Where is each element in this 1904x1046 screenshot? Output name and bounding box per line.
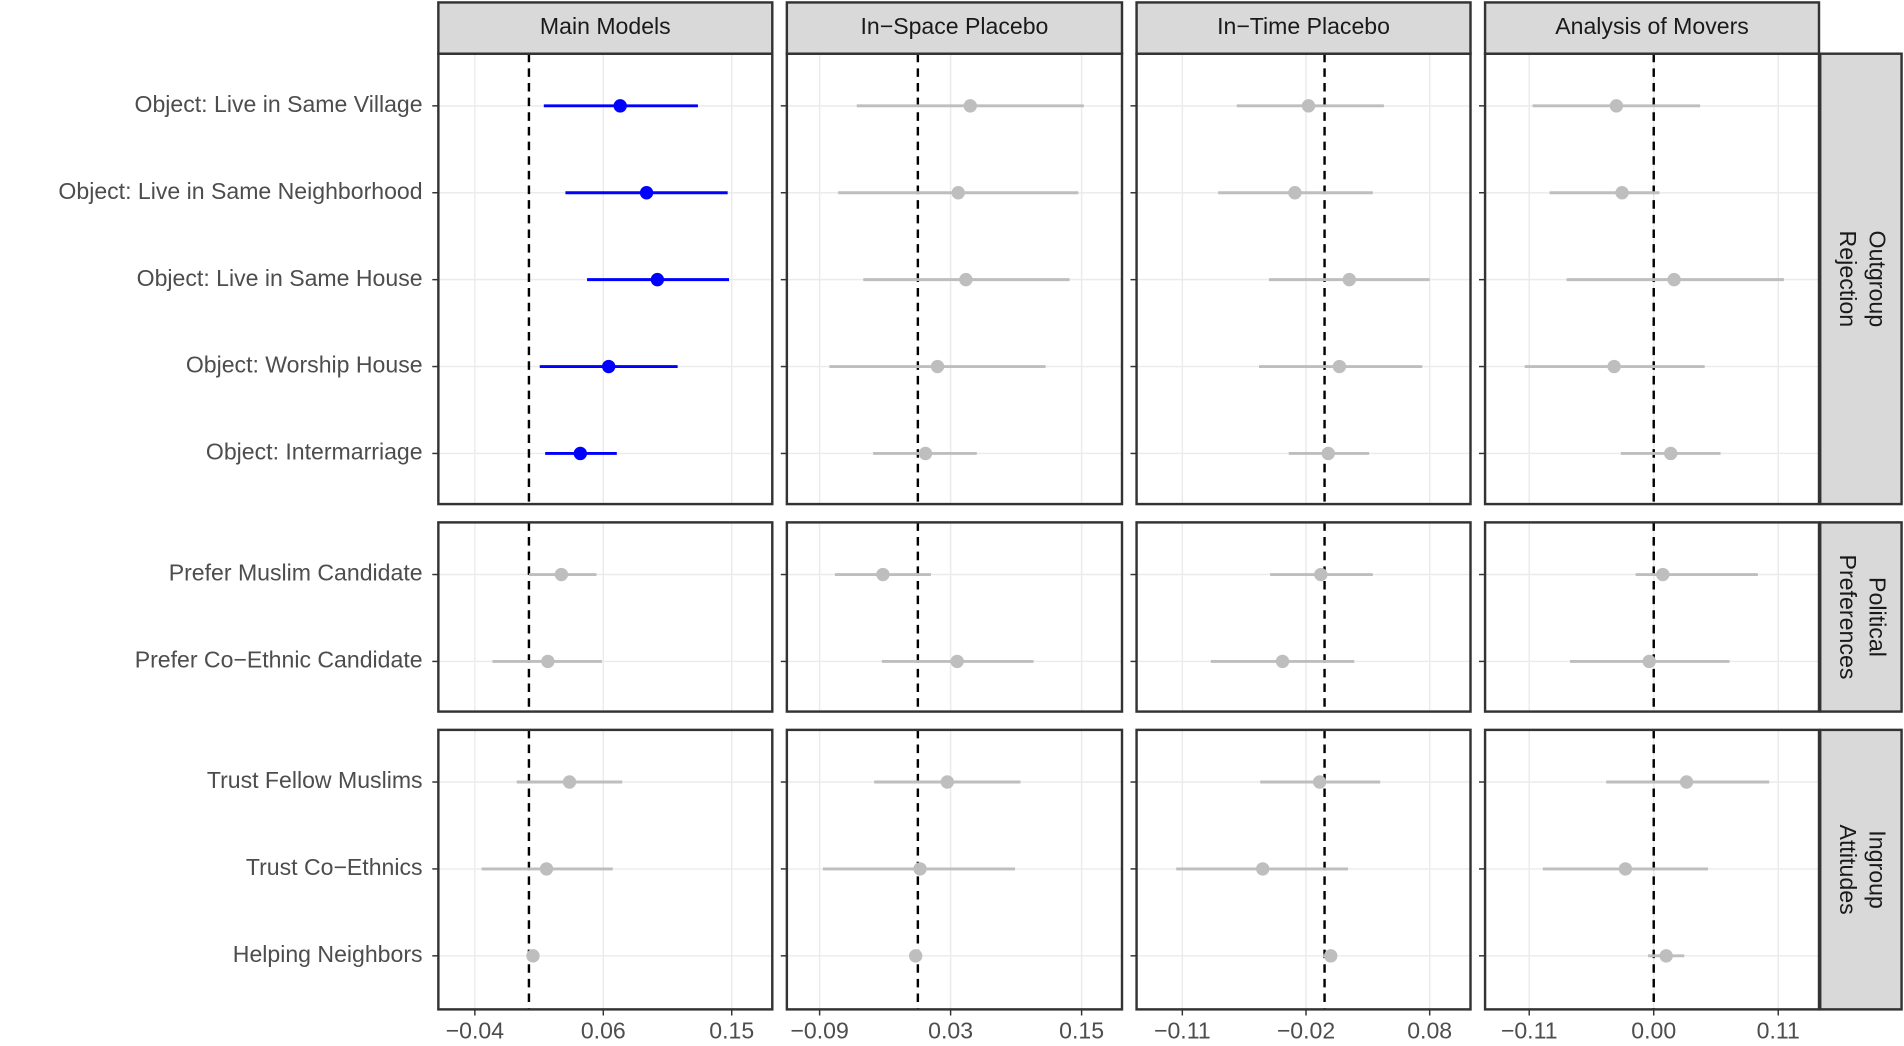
x-tick-label: −0.09 bbox=[790, 1018, 848, 1044]
strip bbox=[1819, 728, 1903, 1011]
y-tick-label: Object: Worship House bbox=[186, 352, 423, 378]
point bbox=[1618, 862, 1633, 876]
group-label: Political bbox=[1864, 577, 1890, 657]
y-tick-label: Helping Neighbors bbox=[233, 941, 423, 967]
x-tick-label: 0.03 bbox=[928, 1018, 973, 1044]
point bbox=[959, 272, 973, 287]
strip bbox=[1819, 52, 1903, 506]
point bbox=[1342, 272, 1356, 287]
y-tick-label: Trust Fellow Muslims bbox=[207, 767, 423, 793]
point bbox=[913, 862, 927, 876]
panel-background bbox=[438, 522, 773, 712]
point bbox=[1301, 99, 1316, 113]
x-tick-label: 0.15 bbox=[1059, 1018, 1104, 1044]
point bbox=[1324, 949, 1338, 963]
point bbox=[918, 446, 933, 461]
point bbox=[1275, 654, 1290, 669]
point bbox=[1256, 862, 1270, 876]
point bbox=[1609, 99, 1624, 113]
y-tick-label: Object: Live in Same Village bbox=[135, 91, 423, 117]
panel-background bbox=[786, 522, 1122, 712]
y-tick-label: Prefer Co−Ethnic Candidate bbox=[135, 647, 423, 673]
point bbox=[539, 862, 554, 876]
panel-border bbox=[1135, 728, 1472, 1011]
y-tick-label: Object: Live in Same House bbox=[137, 265, 423, 291]
panel-border bbox=[437, 521, 774, 713]
y-tick-label: Trust Co−Ethnics bbox=[246, 854, 423, 880]
point bbox=[876, 567, 890, 582]
y-tick-label: Object: Live in Same Neighborhood bbox=[58, 178, 422, 204]
point bbox=[940, 775, 955, 789]
panel-background bbox=[1485, 522, 1819, 712]
x-tick-label: −0.11 bbox=[1154, 1018, 1211, 1044]
x-tick-label: −0.11 bbox=[1501, 1018, 1558, 1044]
point bbox=[613, 99, 627, 113]
point bbox=[1288, 186, 1302, 200]
x-tick-label: −0.02 bbox=[1277, 1018, 1335, 1044]
point bbox=[1314, 567, 1328, 582]
point bbox=[650, 272, 665, 287]
point bbox=[950, 654, 964, 669]
point bbox=[1321, 446, 1335, 461]
point bbox=[1656, 567, 1670, 582]
panel-background bbox=[1136, 522, 1471, 712]
point bbox=[951, 186, 965, 200]
point bbox=[1607, 359, 1621, 374]
x-tick-label: 0.15 bbox=[709, 1018, 754, 1044]
point bbox=[562, 775, 577, 789]
panel-title: In−Time Placebo bbox=[1217, 13, 1390, 39]
group-label: Outgroup bbox=[1864, 231, 1890, 328]
group-label: Attitudes bbox=[1835, 825, 1861, 915]
strip bbox=[437, 1, 774, 55]
x-tick-label: 0.08 bbox=[1407, 1018, 1452, 1044]
group-label: Rejection bbox=[1835, 231, 1861, 328]
point bbox=[1679, 775, 1694, 789]
panel-title: Main Models bbox=[540, 13, 671, 39]
point bbox=[554, 567, 569, 582]
strip bbox=[1819, 521, 1903, 713]
panel-border bbox=[1135, 521, 1472, 713]
point bbox=[541, 654, 555, 669]
x-tick-label: 0.00 bbox=[1631, 1018, 1676, 1044]
strip bbox=[785, 1, 1124, 55]
point bbox=[1659, 949, 1673, 963]
point bbox=[1642, 654, 1656, 669]
group-label: Preferences bbox=[1835, 554, 1861, 679]
point bbox=[1664, 446, 1678, 461]
x-tick-label: 0.11 bbox=[1757, 1018, 1800, 1044]
panel-border bbox=[785, 728, 1124, 1011]
y-tick-label: Object: Intermarriage bbox=[206, 439, 423, 465]
point bbox=[1615, 186, 1629, 200]
point bbox=[1312, 775, 1327, 789]
panel-border bbox=[785, 521, 1124, 713]
point bbox=[639, 186, 654, 200]
point bbox=[963, 99, 977, 113]
group-label: Ingroup bbox=[1864, 830, 1890, 909]
panel-border bbox=[437, 728, 774, 1011]
panel-title: Analysis of Movers bbox=[1555, 13, 1749, 39]
point bbox=[1332, 359, 1347, 374]
strip bbox=[1135, 1, 1472, 55]
x-tick-label: 0.06 bbox=[581, 1018, 626, 1044]
point bbox=[573, 446, 587, 461]
panel-title: In−Space Placebo bbox=[860, 13, 1048, 39]
strip bbox=[1483, 1, 1821, 55]
point bbox=[908, 949, 923, 963]
point bbox=[602, 359, 616, 374]
x-tick-label: −0.04 bbox=[446, 1018, 505, 1044]
point bbox=[1667, 272, 1681, 287]
point bbox=[930, 359, 945, 374]
point bbox=[526, 949, 540, 963]
y-tick-label: Prefer Muslim Candidate bbox=[169, 560, 423, 586]
